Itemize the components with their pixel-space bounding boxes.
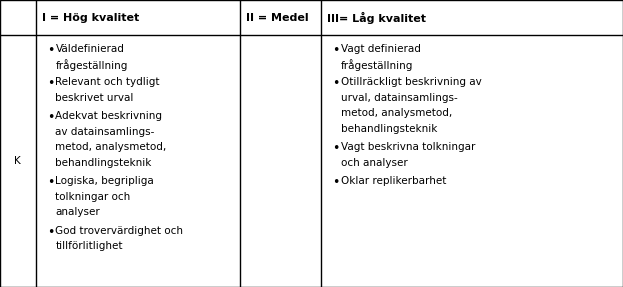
Text: behandlingsteknik: behandlingsteknik — [341, 124, 437, 134]
Text: Vagt beskrivna tolkningar: Vagt beskrivna tolkningar — [341, 142, 475, 152]
Text: metod, analysmetod,: metod, analysmetod, — [341, 108, 452, 119]
Text: frågeställning: frågeställning — [341, 59, 413, 71]
Text: Oklar replikerbarhet: Oklar replikerbarhet — [341, 176, 446, 186]
Text: •: • — [47, 226, 54, 238]
Text: III= Låg kvalitet: III= Låg kvalitet — [327, 11, 426, 24]
Text: •: • — [332, 176, 340, 189]
Text: urval, datainsamlings-: urval, datainsamlings- — [341, 93, 457, 103]
Text: metod, analysmetod,: metod, analysmetod, — [55, 142, 167, 152]
Text: och analyser: och analyser — [341, 158, 407, 168]
Text: •: • — [332, 142, 340, 155]
Text: •: • — [47, 111, 54, 124]
Text: I = Hög kvalitet: I = Hög kvalitet — [42, 13, 139, 22]
Text: analyser: analyser — [55, 207, 100, 217]
Text: •: • — [47, 176, 54, 189]
Text: behandlingsteknik: behandlingsteknik — [55, 158, 152, 168]
Text: Väldefinierad: Väldefinierad — [55, 44, 125, 54]
Text: Logiska, begripliga: Logiska, begripliga — [55, 176, 155, 186]
Text: •: • — [332, 77, 340, 90]
Text: Vagt definierad: Vagt definierad — [341, 44, 421, 54]
Text: II = Medel: II = Medel — [246, 13, 309, 22]
Text: tolkningar och: tolkningar och — [55, 192, 131, 202]
Text: •: • — [47, 77, 54, 90]
Text: God trovervärdighet och: God trovervärdighet och — [55, 226, 183, 236]
Text: frågeställning: frågeställning — [55, 59, 128, 71]
Text: Relevant och tydligt: Relevant och tydligt — [55, 77, 160, 88]
Text: •: • — [332, 44, 340, 57]
Text: Adekvat beskrivning: Adekvat beskrivning — [55, 111, 163, 121]
Text: beskrivet urval: beskrivet urval — [55, 93, 134, 103]
Text: •: • — [47, 44, 54, 57]
Text: K: K — [14, 156, 21, 166]
Text: av datainsamlings-: av datainsamlings- — [55, 127, 155, 137]
Text: Otillräckligt beskrivning av: Otillräckligt beskrivning av — [341, 77, 482, 88]
Text: tillförlitlighet: tillförlitlighet — [55, 241, 123, 251]
